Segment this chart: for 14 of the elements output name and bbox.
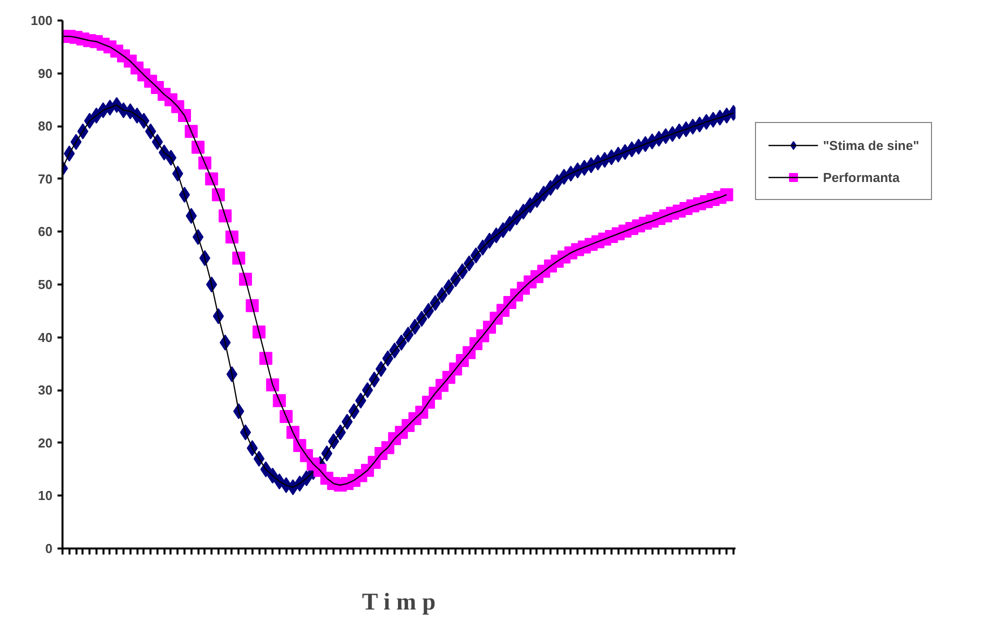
legend-label: "Stima de sine" (823, 138, 920, 152)
y-tick-label: 20 (38, 435, 53, 450)
y-tick-label: 50 (38, 277, 53, 292)
y-tick-label: 70 (38, 171, 53, 186)
legend-label: Performanta (823, 170, 900, 184)
y-tick-label: 90 (38, 66, 53, 81)
y-tick-label: 40 (38, 330, 53, 345)
y-tick-label: 0 (45, 541, 53, 556)
y-tick-label: 100 (30, 13, 53, 28)
y-tick-label: 80 (38, 118, 53, 134)
y-tick-label: 60 (38, 224, 53, 240)
y-tick-label: 30 (38, 382, 53, 398)
y-tick-label: 10 (38, 488, 53, 504)
x-axis-title: T i m p (362, 590, 436, 616)
